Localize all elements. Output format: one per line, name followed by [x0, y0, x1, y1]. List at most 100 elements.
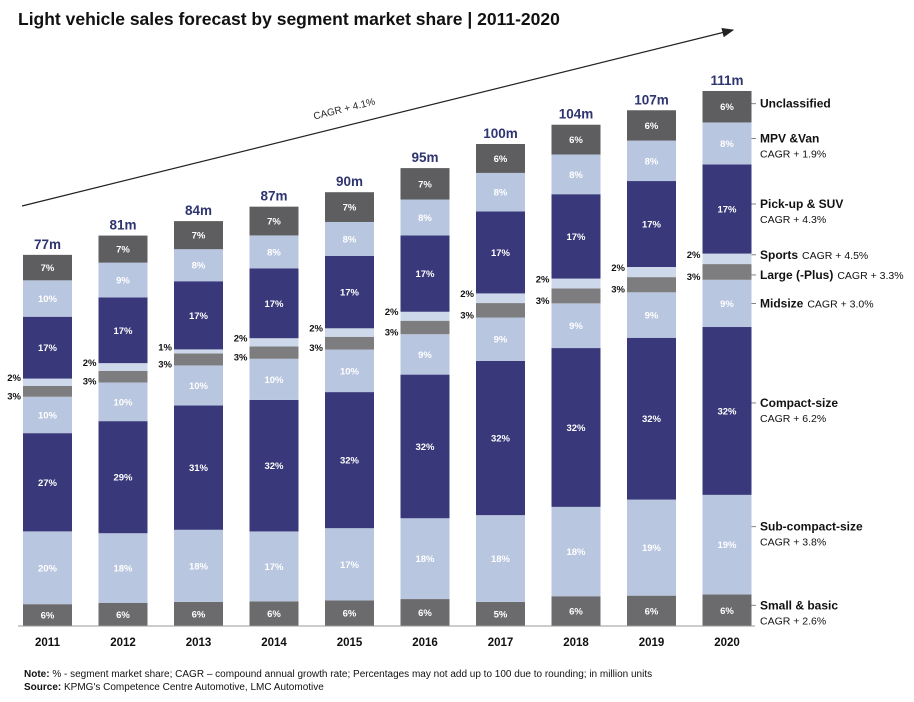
- bar-segment-small_basic-2019: [627, 595, 676, 626]
- segment-label-pickup_suv-2018: 17%: [566, 232, 586, 243]
- footnotes: Note: % - segment market share; CAGR – c…: [24, 668, 652, 694]
- cagr-trend-label: CAGR + 4.1%: [312, 97, 376, 123]
- segment-label-compact-2017: 32%: [491, 434, 511, 445]
- segment-label-sports-2020: 2%: [687, 250, 701, 261]
- bar-segment-small_basic-2018: [551, 596, 601, 626]
- bar-segment-pickup_suv-2015: [325, 255, 374, 329]
- segment-label-large-2016: 3%: [385, 327, 399, 338]
- bar-segment-unclassified-2015: [325, 192, 374, 222]
- total-label-2013: 84m: [185, 203, 212, 218]
- segment-label-unclassified-2011: 7%: [41, 263, 55, 274]
- bar-segment-mpv_van-2016: [400, 199, 450, 236]
- x-tick-label-2015: 2015: [337, 637, 363, 649]
- cagr-trend-arrow: [21, 27, 735, 207]
- segment-label-midsize-2011: 10%: [38, 410, 58, 421]
- segment-label-small_basic-2011: 6%: [41, 611, 55, 622]
- segment-label-small_basic-2019: 6%: [645, 606, 659, 617]
- segment-label-small_basic-2015: 6%: [343, 609, 357, 620]
- segment-label-midsize-2015: 10%: [340, 366, 360, 377]
- bar-segment-unclassified-2020: [702, 90, 752, 123]
- segment-label-unclassified-2015: 7%: [343, 203, 357, 214]
- bar-segment-small_basic-2013: [174, 601, 223, 626]
- bar-segment-large-2017: [476, 303, 525, 318]
- segment-label-mpv_van-2011: 10%: [38, 294, 58, 305]
- bar-segment-sub_compact-2011: [23, 531, 72, 605]
- segment-label-sub_compact-2019: 19%: [642, 543, 662, 554]
- bar-segment-large-2012: [98, 370, 148, 383]
- bar-segment-mpv_van-2017: [476, 172, 525, 212]
- segment-label-sports-2013: 1%: [158, 342, 172, 353]
- x-tick-label-2017: 2017: [488, 637, 514, 649]
- segment-label-small_basic-2013: 6%: [192, 609, 206, 620]
- segment-label-mpv_van-2015: 8%: [343, 234, 357, 245]
- legend-cagr-midsize: CAGR + 3.0%: [807, 298, 873, 310]
- segment-label-compact-2019: 32%: [642, 414, 662, 425]
- bar-segment-sports-2013: [174, 349, 223, 354]
- bar-segment-mpv_van-2019: [627, 140, 676, 182]
- bar-segment-mpv_van-2014: [249, 235, 299, 269]
- bar-segment-midsize-2017: [476, 317, 525, 361]
- bar-segment-unclassified-2014: [249, 206, 299, 236]
- total-label-2014: 87m: [260, 189, 287, 204]
- legend-name-sports: Sports CAGR + 4.5%: [760, 248, 868, 262]
- segment-label-unclassified-2020: 6%: [720, 102, 734, 113]
- segment-label-midsize-2013: 10%: [189, 381, 209, 392]
- segment-label-midsize-2018: 9%: [569, 321, 583, 332]
- bar-segment-sub_compact-2012: [98, 533, 148, 603]
- legend-cagr-sub_compact: CAGR + 3.8%: [760, 537, 826, 549]
- bar-segment-unclassified-2018: [551, 124, 601, 155]
- bar-segment-sub_compact-2013: [174, 529, 223, 602]
- segment-label-unclassified-2012: 7%: [116, 245, 130, 256]
- bar-segment-midsize-2018: [551, 303, 601, 349]
- segment-label-unclassified-2016: 7%: [418, 179, 432, 190]
- segment-label-compact-2016: 32%: [415, 442, 435, 453]
- source-label: Source:: [24, 682, 62, 693]
- bar-segment-compact-2019: [627, 337, 676, 500]
- bar-segment-mpv_van-2015: [325, 221, 374, 256]
- bar-segment-mpv_van-2013: [174, 249, 223, 282]
- legend-cagr-compact: CAGR + 6.2%: [760, 413, 826, 425]
- segment-label-sub_compact-2011: 20%: [38, 563, 58, 574]
- legend-name-pickup_suv: Pick-up & SUV: [760, 197, 843, 211]
- bar-segment-small_basic-2015: [325, 600, 374, 626]
- bar-segment-unclassified-2013: [174, 221, 223, 250]
- legend-name-large: Large (-Plus) CAGR + 3.3%: [760, 268, 904, 282]
- segment-label-compact-2011: 27%: [38, 478, 58, 489]
- segment-label-small_basic-2017: 5%: [494, 609, 508, 620]
- bar-segment-midsize-2020: [702, 279, 752, 328]
- bar-segment-unclassified-2019: [627, 110, 676, 141]
- x-tick-label-2020: 2020: [714, 637, 740, 649]
- bar-segment-midsize-2014: [249, 358, 299, 400]
- segment-label-midsize-2016: 9%: [418, 350, 432, 361]
- segment-label-sports-2011: 2%: [7, 373, 21, 384]
- segment-label-pickup_suv-2013: 17%: [189, 311, 209, 322]
- source-line: Source: KPMG's Competence Centre Automot…: [24, 681, 652, 694]
- bar-segment-large-2011: [23, 385, 72, 397]
- segment-label-sports-2016: 2%: [385, 307, 399, 318]
- segment-label-small_basic-2016: 6%: [418, 608, 432, 619]
- bar-segment-compact-2015: [325, 392, 374, 529]
- x-tick-label-2014: 2014: [261, 637, 287, 649]
- segment-label-small_basic-2020: 6%: [720, 606, 734, 617]
- segment-label-large-2015: 3%: [309, 343, 323, 354]
- bar-segment-sub_compact-2015: [325, 528, 374, 601]
- legend-name-midsize: Midsize CAGR + 3.0%: [760, 296, 874, 310]
- bar-segment-sub_compact-2016: [400, 518, 450, 600]
- bar-segment-small_basic-2017: [476, 601, 525, 626]
- bar-segment-mpv_van-2012: [98, 262, 148, 298]
- total-label-2017: 100m: [483, 126, 518, 141]
- bar-segment-midsize-2015: [325, 349, 374, 393]
- bar-segment-mpv_van-2020: [702, 122, 752, 165]
- bar-segment-mpv_van-2011: [23, 280, 72, 317]
- segment-label-small_basic-2014: 6%: [267, 609, 281, 620]
- bar-segment-unclassified-2017: [476, 144, 525, 173]
- segment-label-mpv_van-2018: 8%: [569, 170, 583, 181]
- source-text: KPMG's Competence Centre Automotive, LMC…: [61, 682, 324, 693]
- bar-segment-compact-2014: [249, 399, 299, 532]
- trend-arrow-layer: CAGR + 4.1%: [21, 27, 735, 207]
- bar-segment-sports-2014: [249, 338, 299, 347]
- segment-label-sports-2014: 2%: [234, 333, 248, 344]
- segment-label-sub_compact-2016: 18%: [415, 554, 435, 565]
- segment-label-sports-2017: 2%: [460, 289, 474, 300]
- bar-segment-sports-2015: [325, 328, 374, 337]
